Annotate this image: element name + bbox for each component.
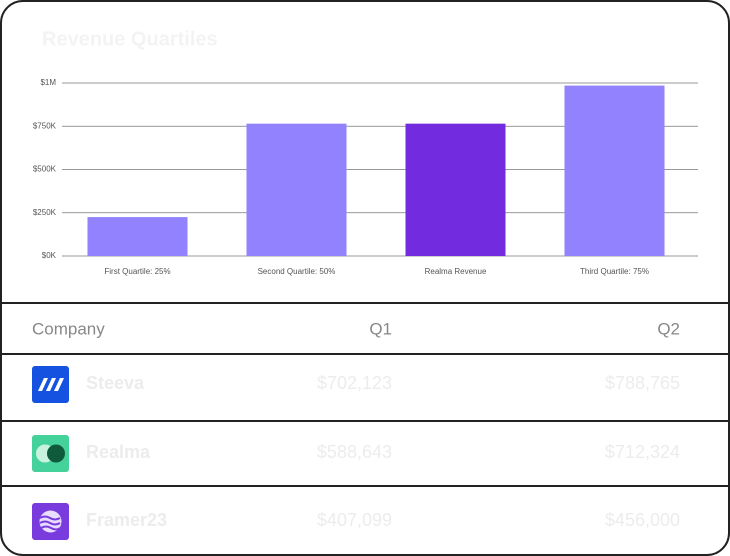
y-tick-label: $0K bbox=[42, 251, 57, 260]
steeva-icon bbox=[32, 366, 69, 403]
bar bbox=[564, 85, 665, 256]
cell-value: $456,000 bbox=[605, 510, 680, 530]
y-tick-label: $750K bbox=[33, 121, 57, 130]
column-header: Company bbox=[32, 319, 105, 338]
bar bbox=[87, 217, 188, 256]
company-name: Realma bbox=[86, 442, 151, 462]
chart-title: Revenue Quartiles bbox=[42, 28, 218, 50]
company-name: Framer23 bbox=[86, 510, 167, 530]
column-header: Q2 bbox=[657, 319, 680, 338]
cell-value: $588,643 bbox=[317, 442, 392, 462]
y-tick-label: $500K bbox=[33, 165, 57, 174]
x-tick-label: First Quartile: 25% bbox=[104, 267, 170, 276]
bar bbox=[246, 123, 347, 256]
cell-value: $788,765 bbox=[605, 373, 680, 393]
company-name: Steeva bbox=[86, 373, 145, 393]
x-tick-label: Second Quartile: 50% bbox=[258, 267, 336, 276]
y-tick-label: $250K bbox=[33, 208, 57, 217]
framer23-icon bbox=[32, 503, 69, 540]
cell-value: $712,324 bbox=[605, 442, 680, 462]
cell-value: $702,123 bbox=[317, 373, 392, 393]
column-header: Q1 bbox=[369, 319, 392, 338]
x-tick-label: Third Quartile: 75% bbox=[580, 267, 649, 276]
bar bbox=[405, 123, 506, 256]
realma-icon bbox=[32, 435, 69, 472]
y-tick-label: $1M bbox=[40, 78, 56, 87]
x-tick-label: Realma Revenue bbox=[425, 267, 487, 276]
cell-value: $407,099 bbox=[317, 510, 392, 530]
